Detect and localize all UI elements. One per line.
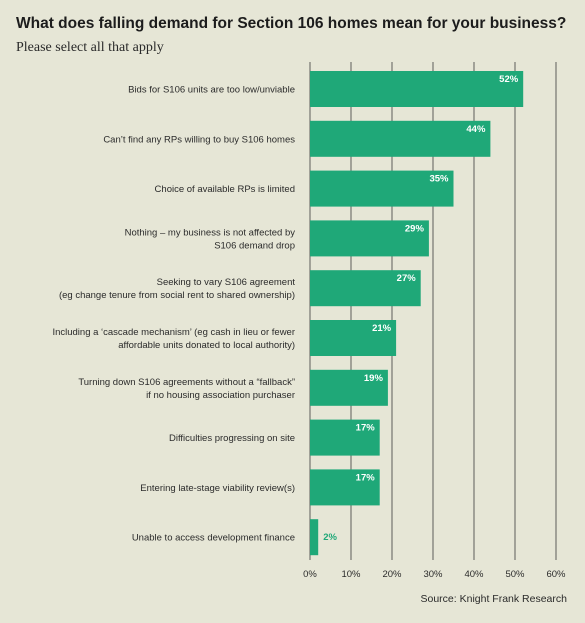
category-label: Nothing – my business is not affected by… [125,227,296,251]
x-tick-label: 50% [505,569,525,580]
category-label: Bids for S106 units are too low/unviable [128,85,295,96]
value-label: 35% [429,174,449,185]
bar [310,270,421,307]
x-tick-label: 30% [423,569,443,580]
bar [310,419,380,456]
category-label: Entering late-stage viability review(s) [140,483,295,494]
value-label: 17% [356,472,376,483]
bar [310,320,397,356]
chart-title: What does falling demand for Section 106… [16,15,567,32]
category-label: Difficulties progressing on site [169,433,295,444]
category-label: Seeking to vary S106 agreement (eg change… [59,277,295,301]
bar [310,170,454,207]
value-label: 44% [466,124,486,135]
value-label: 29% [405,223,425,234]
bar [310,369,388,406]
x-tick-label: 60% [546,569,566,580]
source-note: Source: Knight Frank Research [420,593,568,605]
x-tick-label: 10% [341,569,361,580]
value-label: 21% [372,323,392,334]
x-tick-label: 0% [303,569,317,580]
category-label: Choice of available RPs is limited [155,184,295,195]
value-labels: 52% 44% 35% 29% 27% 21% 19% 17% 17% 2% [323,74,519,543]
bar [310,220,429,257]
value-label: 52% [499,74,519,85]
category-label: Unable to access development finance [132,533,295,544]
category-label: Including a ‘cascade mechanism’ (eg cash… [52,327,295,351]
value-label: 17% [356,423,376,434]
bar [310,469,380,506]
category-label: Can’t find any RPs willing to buy S106 h… [103,134,295,145]
category-label: Turning down S106 agreements without a “… [78,377,295,401]
chart-subtitle: Please select all that apply [16,40,164,55]
category-labels: Bids for S106 units are too low/unviable… [52,85,295,544]
bar [310,120,491,157]
x-tick-label: 40% [464,569,484,580]
bars [310,71,524,556]
x-tick-label: 20% [382,569,402,580]
bar [310,519,319,556]
value-label: 19% [364,373,384,384]
x-axis-ticks: 0% 10% 20% 30% 40% 50% 60% [303,569,566,580]
value-label: 2% [323,532,337,543]
bar [310,71,524,107]
value-label: 27% [397,273,417,284]
